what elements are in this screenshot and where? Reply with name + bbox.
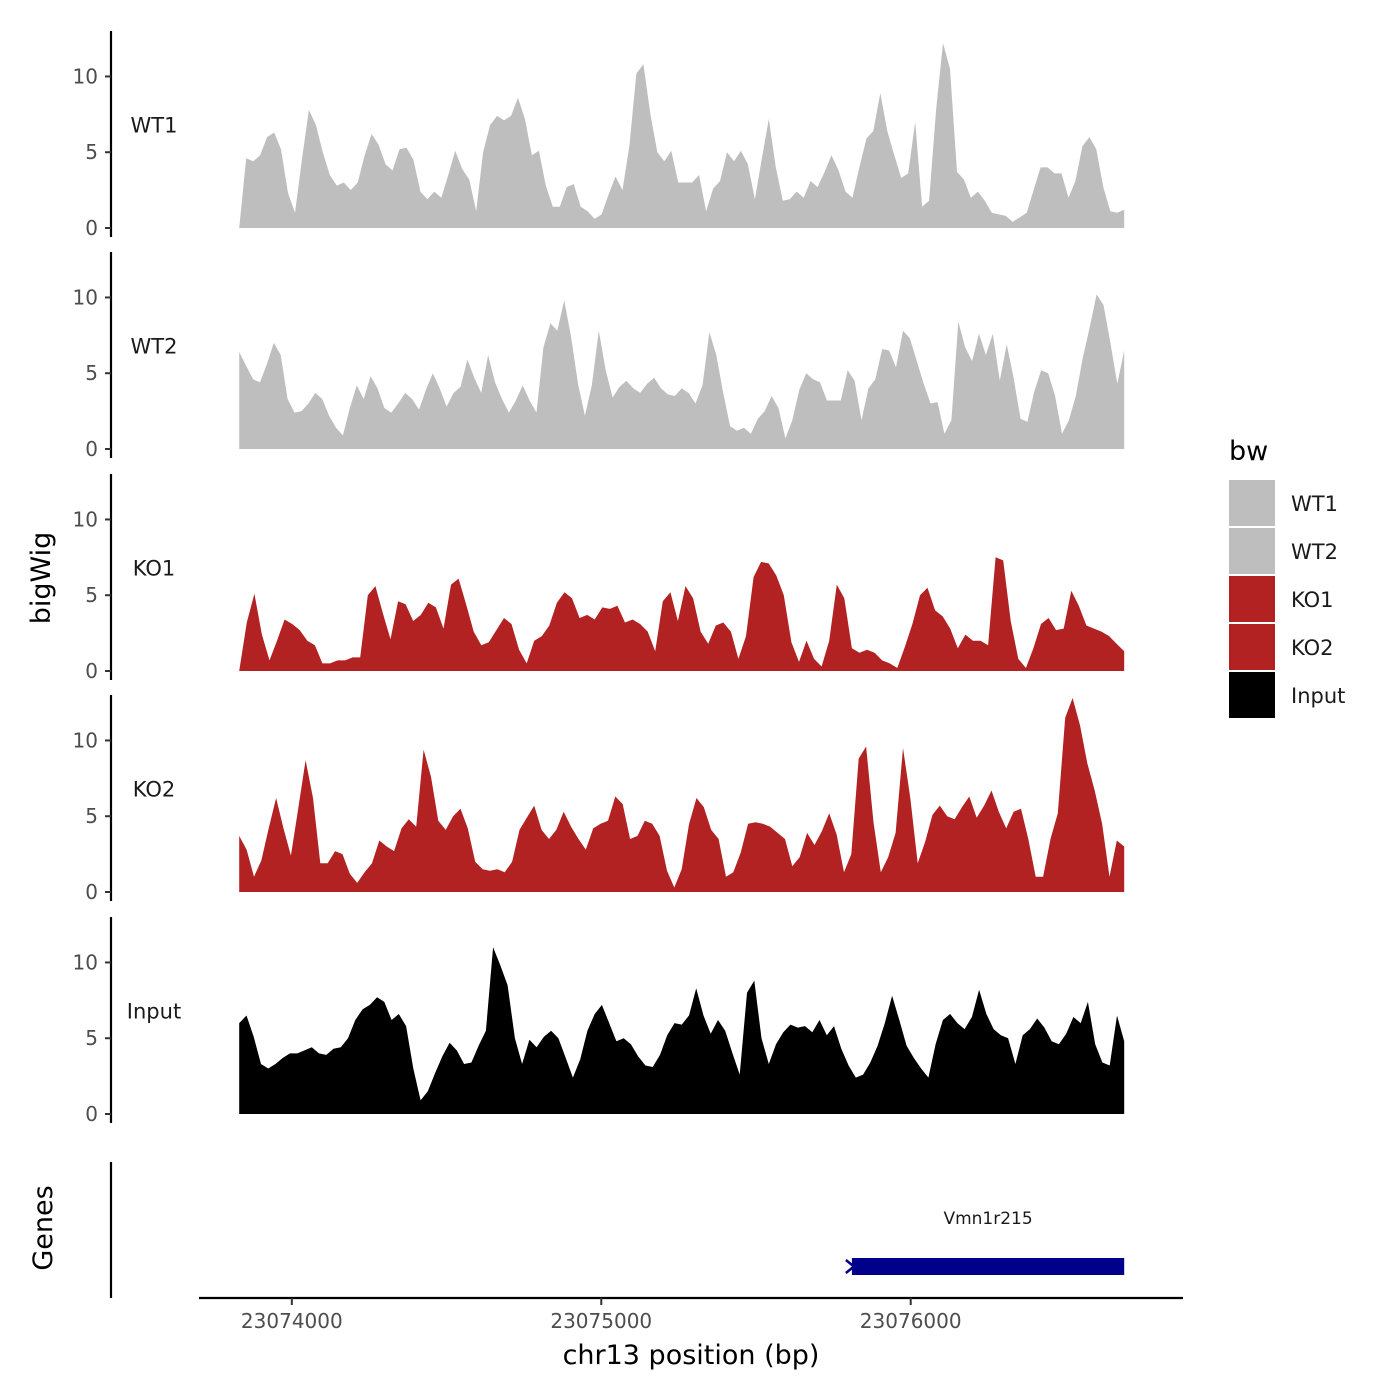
gene-strand-arrow (845, 1259, 856, 1274)
legend-swatch (1229, 528, 1275, 574)
legend-swatch (1229, 624, 1275, 670)
coverage-area-wt2 (239, 294, 1125, 449)
legend-label: KO1 (1291, 588, 1334, 612)
legend-label: KO2 (1291, 636, 1334, 660)
y-tick-label: 10 (73, 507, 98, 531)
y-tick-label: 5 (85, 361, 98, 385)
legend-label: WT2 (1291, 540, 1338, 564)
coverage-area-input (239, 947, 1125, 1114)
y-tick-label: 5 (85, 140, 98, 164)
y-tick-label: 0 (85, 437, 98, 461)
y-axis-title: bigWig (26, 532, 57, 625)
y-tick-label: 5 (85, 1026, 98, 1050)
legend-swatch (1229, 576, 1275, 622)
x-axis: 23074000 23075000 23076000 chr13 position … (199, 1296, 1183, 1371)
track-ko2: 0 5 10 KO2 (73, 695, 1125, 904)
track-ko1: 0 5 10 KO1 (73, 474, 1125, 683)
y-tick-label: 0 (85, 880, 98, 904)
x-tick-label: 23074000 (241, 1309, 343, 1333)
track-label-wt2: WT2 (131, 335, 178, 359)
y-tick-label: 5 (85, 583, 98, 607)
track-label-ko2: KO2 (133, 778, 176, 802)
legend-swatch (1229, 672, 1275, 718)
track-label-ko1: KO1 (133, 557, 176, 581)
y-tick-label: 0 (85, 216, 98, 240)
y-tick-label: 10 (73, 64, 98, 88)
legend-title: bw (1229, 436, 1268, 467)
y-tick-label: 10 (73, 950, 98, 974)
coverage-tracks: 0 5 10 WT1 0 5 10 WT2 0 5 10 KO1 0 5 10 KO2 0 5 10 Input (73, 31, 1125, 1126)
legend-entry-input: Input (1229, 672, 1345, 718)
coverage-area-ko1 (239, 557, 1125, 671)
y-tick-label: 10 (73, 285, 98, 309)
y-tick-label: 10 (73, 728, 98, 752)
legend-entry-wt1: WT1 (1229, 480, 1338, 526)
legend-entry-ko2: KO2 (1229, 624, 1334, 670)
track-input: 0 5 10 Input (73, 917, 1125, 1126)
gene-label: Vmn1r215 (943, 1209, 1032, 1229)
coverage-area-wt1 (239, 43, 1125, 228)
genes-panel-title: Genes (28, 1185, 59, 1270)
y-tick-label: 0 (85, 1102, 98, 1126)
y-tick-label: 0 (85, 659, 98, 683)
legend: bw WT1 WT2 KO1 KO2 Input (1229, 436, 1345, 718)
track-wt2: 0 5 10 WT2 (73, 252, 1125, 461)
legend-label: WT1 (1291, 492, 1338, 516)
coverage-area-ko2 (239, 698, 1125, 892)
legend-entry-ko1: KO1 (1229, 576, 1334, 622)
legend-label: Input (1291, 684, 1345, 708)
track-label-input: Input (127, 1000, 181, 1024)
track-label-wt1: WT1 (131, 114, 178, 138)
genes-panel: Vmn1r215 (109, 1162, 1125, 1298)
legend-entry-wt2: WT2 (1229, 528, 1338, 574)
y-tick-label: 5 (85, 804, 98, 828)
x-tick-label: 23075000 (550, 1309, 652, 1333)
legend-swatch (1229, 480, 1275, 526)
track-wt1: 0 5 10 WT1 (73, 31, 1125, 240)
gene-vmn1r215: Vmn1r215 (845, 1209, 1125, 1275)
x-tick-label: 23076000 (860, 1309, 962, 1333)
gene-body (851, 1258, 1125, 1275)
x-axis-title: chr13 position (bp) (563, 1340, 820, 1371)
